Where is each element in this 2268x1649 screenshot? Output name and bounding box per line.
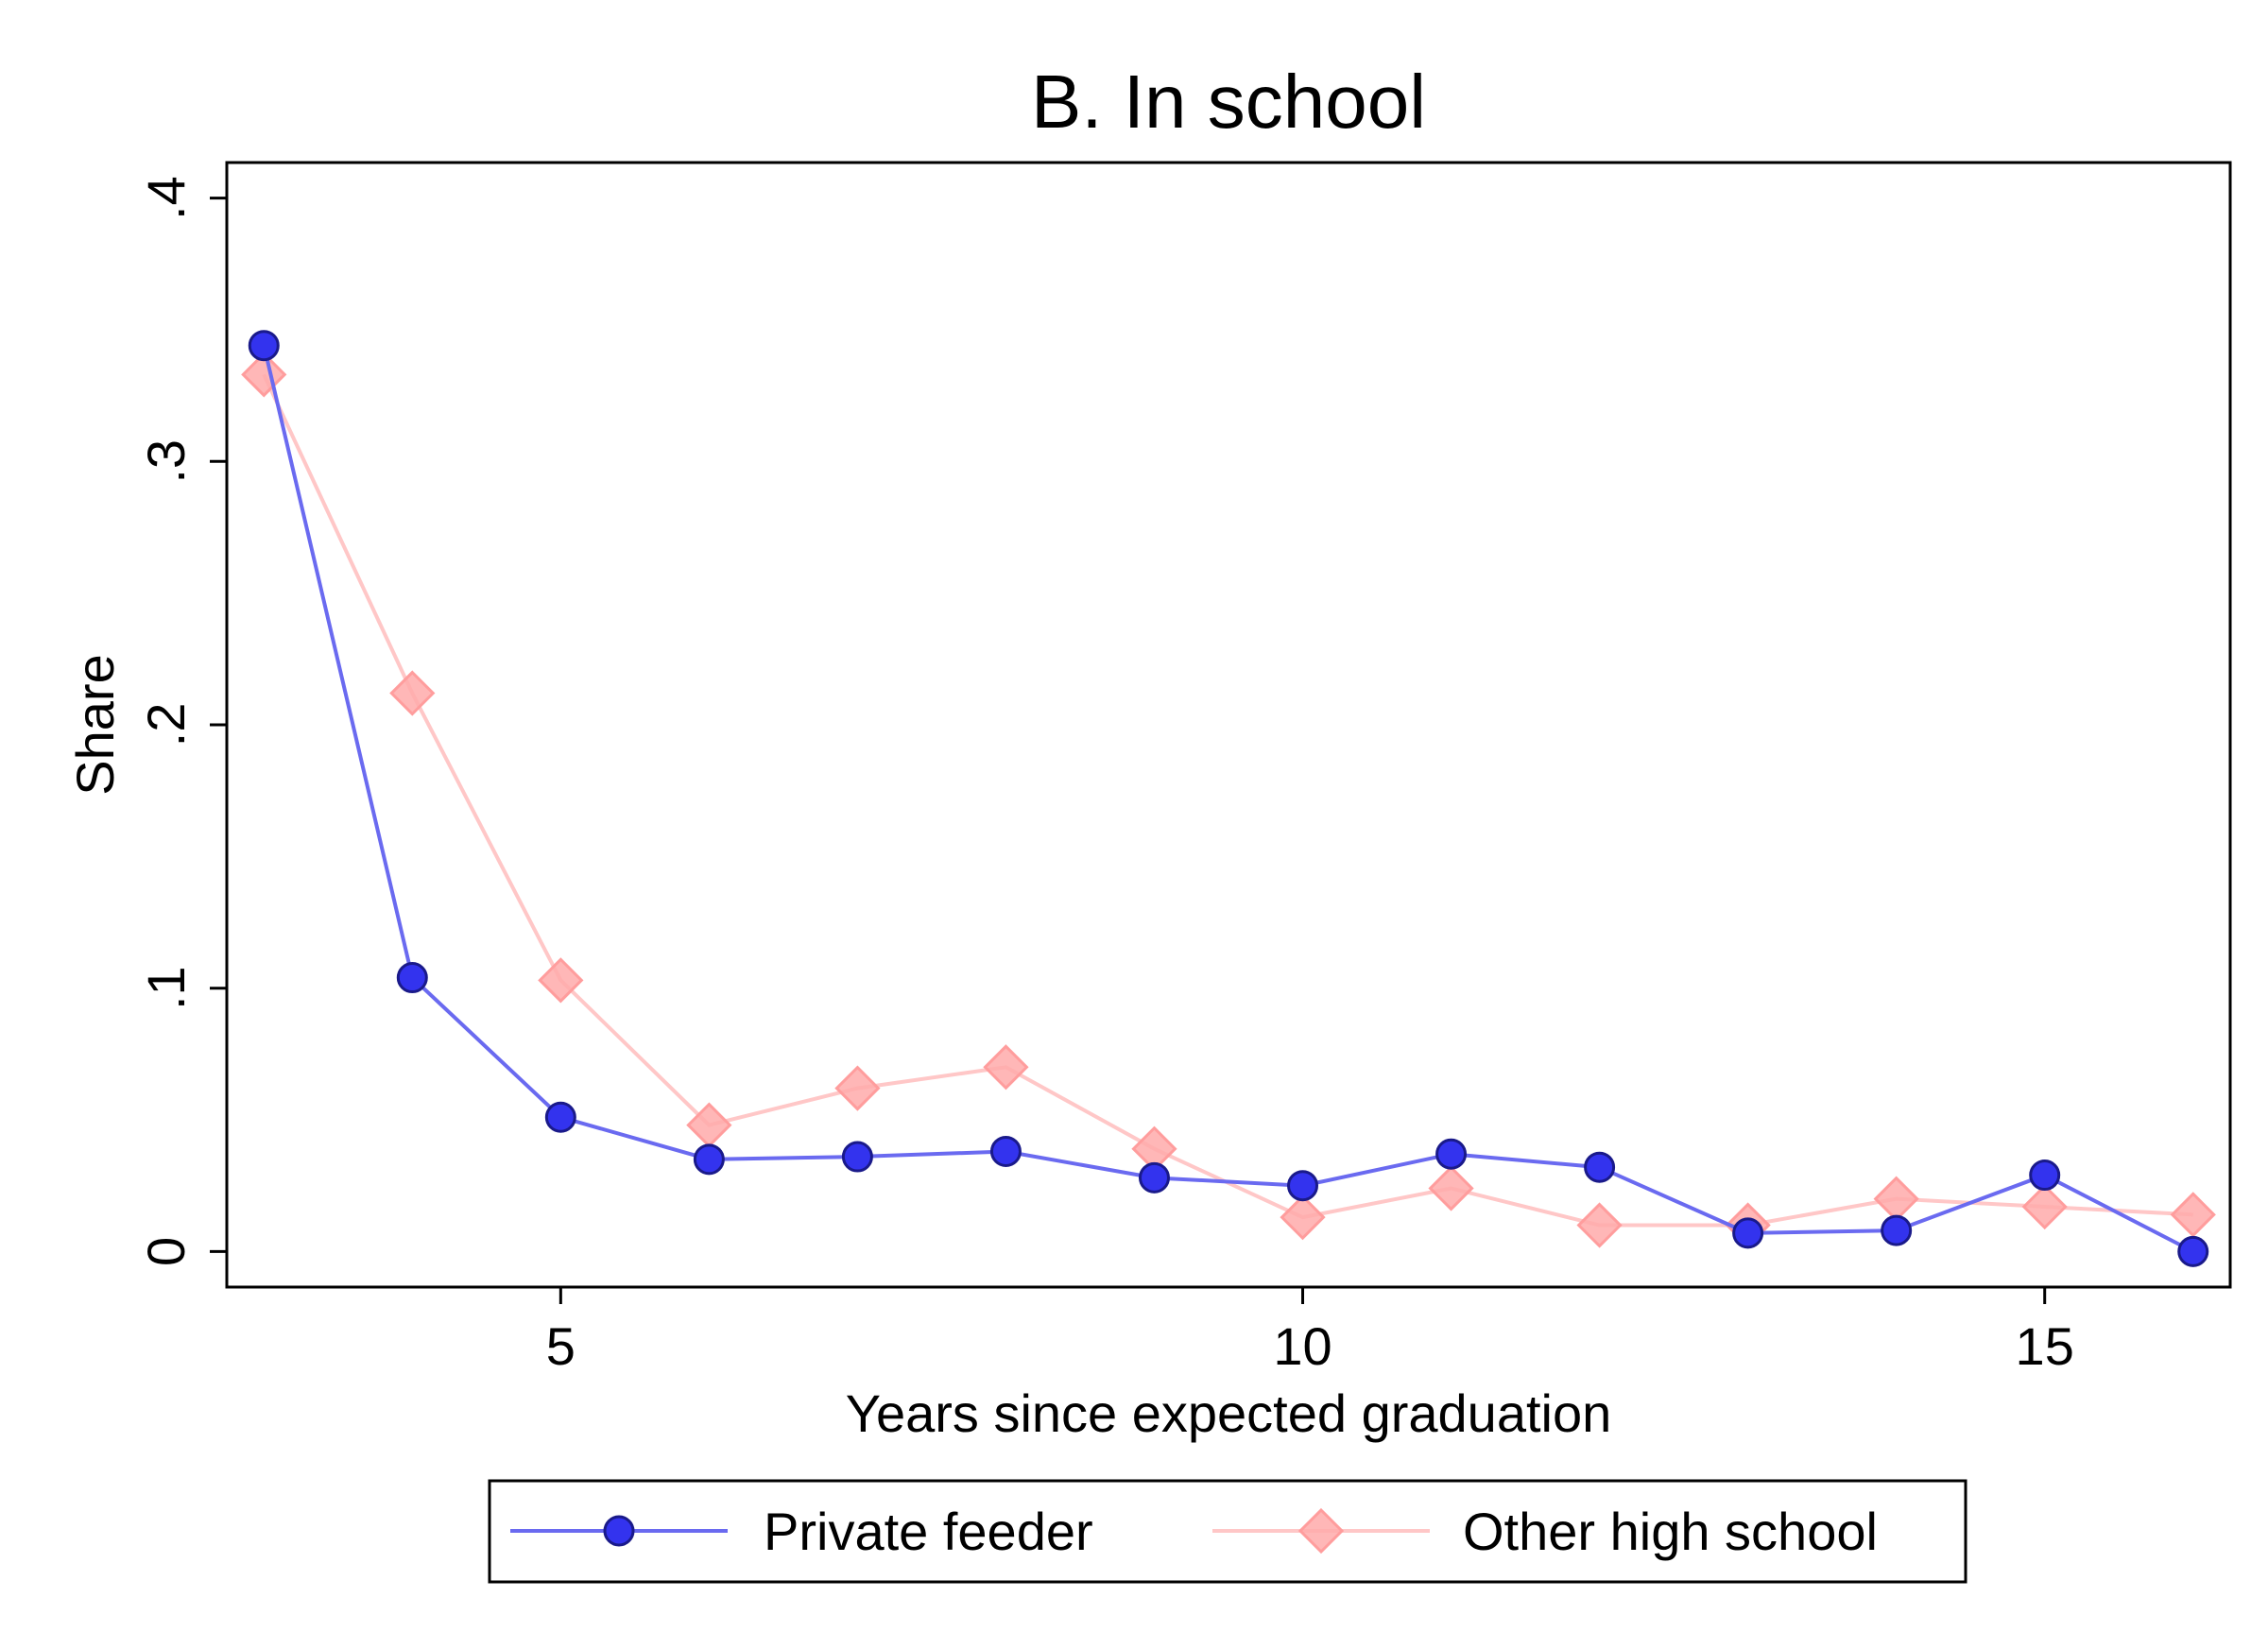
y-axis: 0 .1 .2 .3 .4 (136, 176, 227, 1266)
data-point-private-feeder (396, 962, 428, 994)
legend: Private feeder Other high school (488, 1479, 1967, 1584)
data-point-private-feeder (544, 1101, 576, 1133)
data-point-private-feeder (248, 330, 280, 362)
series-private-feeder (248, 330, 2209, 1267)
data-point-private-feeder (2029, 1159, 2061, 1192)
y-tick-label: .1 (136, 966, 196, 1010)
legend-label: Private feeder (764, 1502, 1093, 1561)
data-point-private-feeder (841, 1141, 873, 1173)
data-point-other-high-school (2170, 1192, 2216, 1238)
x-tick-label: 10 (1273, 1316, 1332, 1376)
legend-item-private-feeder: Private feeder (510, 1502, 1093, 1561)
legend-marker (1297, 1507, 1345, 1555)
x-tick-label: 5 (546, 1316, 576, 1376)
data-point-other-high-school (1428, 1165, 1474, 1211)
data-point-other-high-school (538, 957, 584, 1004)
legend-marker (603, 1515, 635, 1547)
data-point-private-feeder (1435, 1138, 1468, 1170)
y-tick-label: .3 (136, 439, 196, 484)
y-axis-title: Share (65, 654, 125, 795)
x-axis-title: Years since expected graduation (846, 1383, 1612, 1443)
data-point-private-feeder (1881, 1214, 1913, 1246)
data-point-other-high-school (983, 1044, 1029, 1091)
data-point-private-feeder (1287, 1170, 1319, 1202)
data-point-other-high-school (834, 1065, 881, 1111)
data-point-other-high-school (1280, 1194, 1326, 1241)
data-point-other-high-school (389, 670, 436, 716)
data-point-other-high-school (2021, 1183, 2068, 1230)
series-line-private-feeder (262, 345, 2194, 1254)
y-tick-label: .2 (136, 703, 196, 747)
legend-label: Other high school (1463, 1502, 1878, 1561)
chart-title: B. In school (1031, 60, 1426, 144)
data-point-private-feeder (693, 1143, 725, 1176)
data-point-private-feeder (1138, 1161, 1170, 1194)
y-tick-label: 0 (136, 1237, 196, 1266)
series-layer (241, 330, 2216, 1267)
x-axis: 5 10 15 (546, 1287, 2074, 1376)
legend-items: Private feeder Other high school (510, 1502, 1878, 1561)
data-point-private-feeder (989, 1135, 1022, 1167)
data-point-private-feeder (2177, 1235, 2209, 1267)
legend-item-other-high-school: Other high school (1212, 1502, 1878, 1561)
data-point-private-feeder (1732, 1217, 1764, 1249)
data-point-other-high-school (1576, 1202, 1623, 1248)
x-tick-label: 15 (2016, 1316, 2074, 1376)
y-tick-label: .4 (136, 176, 196, 220)
data-point-private-feeder (1584, 1151, 1616, 1183)
